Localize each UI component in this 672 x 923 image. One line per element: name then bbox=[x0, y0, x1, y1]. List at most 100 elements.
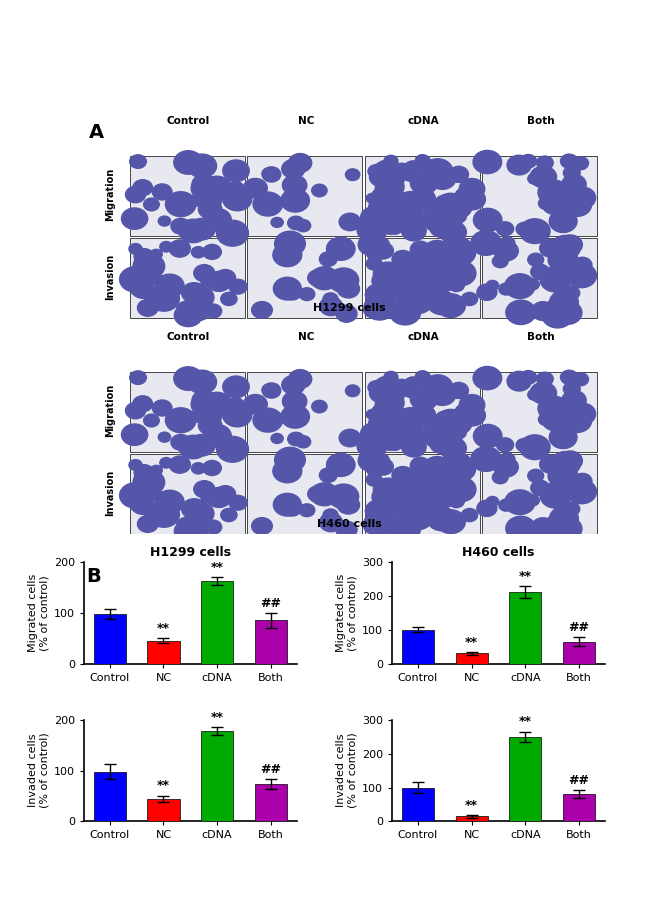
Circle shape bbox=[187, 502, 214, 524]
Circle shape bbox=[459, 395, 485, 415]
Circle shape bbox=[557, 514, 577, 531]
Circle shape bbox=[279, 240, 297, 255]
Text: **: ** bbox=[210, 711, 224, 724]
Circle shape bbox=[474, 209, 502, 232]
Circle shape bbox=[220, 509, 237, 521]
Circle shape bbox=[445, 515, 463, 530]
Circle shape bbox=[273, 460, 302, 483]
Circle shape bbox=[202, 176, 232, 201]
Circle shape bbox=[409, 252, 429, 270]
Circle shape bbox=[243, 394, 267, 414]
Circle shape bbox=[120, 483, 151, 508]
Circle shape bbox=[366, 515, 378, 525]
Circle shape bbox=[308, 485, 328, 502]
Circle shape bbox=[573, 473, 592, 488]
Text: B: B bbox=[87, 567, 101, 586]
Circle shape bbox=[155, 490, 184, 513]
Circle shape bbox=[271, 218, 283, 227]
Circle shape bbox=[364, 510, 395, 536]
Circle shape bbox=[369, 414, 391, 432]
Circle shape bbox=[402, 437, 426, 457]
Circle shape bbox=[436, 410, 465, 433]
Circle shape bbox=[549, 210, 577, 233]
Circle shape bbox=[243, 178, 267, 198]
Circle shape bbox=[191, 306, 208, 320]
Circle shape bbox=[409, 497, 436, 518]
Circle shape bbox=[134, 248, 154, 265]
Circle shape bbox=[190, 195, 204, 206]
Circle shape bbox=[442, 195, 472, 219]
Bar bbox=[456, 653, 488, 664]
Circle shape bbox=[366, 283, 392, 306]
Circle shape bbox=[279, 456, 297, 471]
Circle shape bbox=[402, 225, 416, 236]
Circle shape bbox=[415, 514, 430, 527]
Circle shape bbox=[449, 166, 468, 183]
Circle shape bbox=[192, 246, 205, 258]
Circle shape bbox=[138, 299, 158, 317]
Y-axis label: Invaded cells
(% of control): Invaded cells (% of control) bbox=[336, 733, 358, 809]
FancyBboxPatch shape bbox=[130, 454, 245, 534]
Circle shape bbox=[159, 216, 171, 226]
Circle shape bbox=[411, 388, 437, 410]
Circle shape bbox=[477, 284, 497, 300]
Circle shape bbox=[329, 484, 359, 509]
Circle shape bbox=[372, 269, 402, 294]
Circle shape bbox=[288, 432, 304, 446]
Circle shape bbox=[310, 267, 339, 290]
Circle shape bbox=[134, 464, 154, 481]
Circle shape bbox=[376, 282, 394, 296]
Bar bbox=[201, 581, 233, 664]
Circle shape bbox=[223, 184, 243, 199]
Circle shape bbox=[446, 453, 471, 473]
Circle shape bbox=[150, 274, 163, 284]
Circle shape bbox=[122, 208, 148, 229]
Circle shape bbox=[550, 400, 564, 410]
Text: A: A bbox=[89, 124, 104, 142]
Circle shape bbox=[187, 370, 216, 394]
Circle shape bbox=[500, 237, 515, 249]
Circle shape bbox=[560, 503, 573, 513]
Circle shape bbox=[126, 402, 146, 419]
Circle shape bbox=[446, 241, 476, 265]
FancyBboxPatch shape bbox=[130, 372, 245, 451]
Circle shape bbox=[462, 509, 478, 521]
Circle shape bbox=[396, 163, 409, 174]
Circle shape bbox=[368, 380, 384, 394]
Circle shape bbox=[451, 270, 465, 281]
Circle shape bbox=[198, 415, 222, 435]
Circle shape bbox=[528, 253, 544, 266]
Circle shape bbox=[473, 150, 501, 174]
Circle shape bbox=[569, 403, 595, 425]
Circle shape bbox=[273, 243, 302, 267]
Circle shape bbox=[376, 486, 390, 497]
Y-axis label: Migrated cells
(% of control): Migrated cells (% of control) bbox=[28, 573, 50, 652]
Circle shape bbox=[540, 483, 571, 508]
Title: H1299 cells: H1299 cells bbox=[150, 546, 230, 559]
Circle shape bbox=[439, 462, 453, 473]
Circle shape bbox=[360, 237, 379, 252]
Circle shape bbox=[281, 405, 309, 428]
Circle shape bbox=[374, 478, 402, 501]
Bar bbox=[255, 620, 287, 664]
Text: Migration: Migration bbox=[105, 168, 115, 221]
Circle shape bbox=[380, 418, 403, 437]
Circle shape bbox=[366, 258, 382, 270]
Circle shape bbox=[253, 408, 282, 432]
Text: H460 cells: H460 cells bbox=[317, 519, 382, 529]
Circle shape bbox=[130, 371, 146, 384]
Circle shape bbox=[379, 217, 401, 234]
Circle shape bbox=[194, 265, 215, 282]
Circle shape bbox=[169, 456, 190, 473]
Circle shape bbox=[379, 421, 396, 435]
Circle shape bbox=[436, 458, 450, 468]
Circle shape bbox=[414, 189, 435, 207]
Circle shape bbox=[436, 242, 450, 252]
Circle shape bbox=[532, 302, 554, 320]
Circle shape bbox=[471, 447, 501, 472]
Circle shape bbox=[185, 501, 200, 513]
Circle shape bbox=[427, 381, 453, 402]
Circle shape bbox=[575, 473, 588, 484]
Circle shape bbox=[337, 496, 360, 514]
Circle shape bbox=[373, 160, 404, 186]
